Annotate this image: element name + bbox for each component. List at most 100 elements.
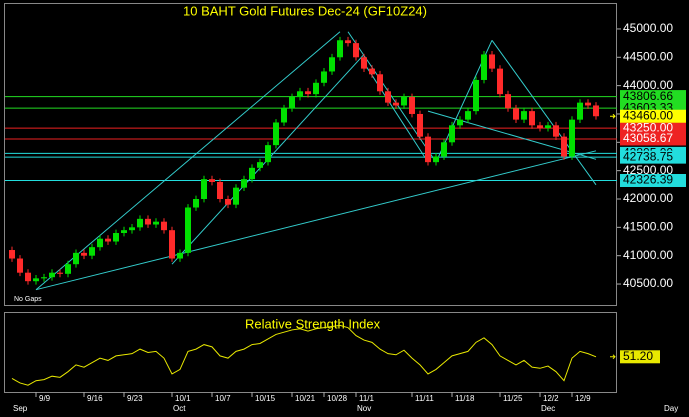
candle-body — [473, 79, 479, 112]
level-label-box — [620, 90, 686, 104]
month-label: Nov — [357, 404, 371, 413]
candle-body — [401, 96, 407, 106]
candle-body — [513, 108, 519, 120]
candle-body — [105, 238, 111, 242]
level-label: 42326.39 — [623, 173, 673, 187]
candle-body — [569, 119, 575, 157]
indicator-pane — [4, 312, 617, 393]
last-price-label: 43460.00 — [623, 108, 673, 122]
price-pane — [4, 3, 617, 306]
rsi-value-label: 51.20 — [623, 349, 653, 363]
candle-body — [561, 136, 567, 157]
level-label-box — [620, 121, 686, 135]
x-tick-label: 10/28 — [327, 394, 348, 403]
candle-body — [217, 181, 223, 199]
last-price-box — [620, 109, 686, 123]
candle-body — [273, 122, 279, 146]
candle-body — [321, 71, 327, 83]
candle-body — [593, 105, 599, 117]
level-label: 43806.66 — [623, 89, 673, 103]
candle-body — [281, 108, 287, 123]
candle-body — [97, 238, 103, 248]
level-label: 43250.00 — [623, 120, 673, 134]
y-tick-label: 44000.00 — [623, 78, 673, 92]
candle-body — [25, 272, 31, 282]
candle-body — [177, 252, 183, 259]
month-label: Sep — [13, 404, 28, 413]
candle-body — [449, 125, 455, 143]
candle-body — [409, 96, 415, 114]
candle-body — [481, 54, 487, 80]
x-tick-label: 11/1 — [359, 394, 375, 403]
candle-body — [537, 125, 543, 129]
x-tick-label: 10/7 — [215, 394, 231, 403]
candle-body — [289, 96, 295, 109]
candle-body — [393, 102, 399, 106]
candle-body — [49, 272, 55, 278]
candle-body — [433, 156, 439, 163]
last-price-arrow — [610, 113, 616, 119]
candle-body — [329, 57, 335, 72]
candle-body — [457, 119, 463, 126]
y-tick-label: 42000.00 — [623, 191, 673, 205]
candle-body — [257, 162, 263, 168]
level-label-box — [620, 173, 686, 187]
candle-body — [121, 230, 127, 234]
candle-body — [33, 278, 39, 282]
candle-body — [489, 54, 495, 69]
y-tick-label: 44500.00 — [623, 49, 673, 63]
candle-body — [361, 57, 367, 69]
rsi-label-box — [620, 350, 660, 364]
y-tick-label: 42500.00 — [623, 163, 673, 177]
candle-body — [337, 40, 343, 58]
trendline — [347, 31, 437, 163]
trendline — [491, 39, 597, 186]
candle-body — [201, 179, 207, 199]
candle-body — [305, 91, 311, 95]
candle-body — [9, 250, 15, 259]
level-label: 42738.75 — [623, 149, 673, 163]
candle-body — [17, 258, 23, 273]
candle-body — [193, 198, 199, 208]
x-tick-label: 10/15 — [255, 394, 276, 403]
candle-body — [529, 111, 535, 126]
candle-body — [161, 221, 167, 231]
y-tick-label: 45000.00 — [623, 21, 673, 35]
trendline — [427, 110, 597, 160]
y-tick-label: 41500.00 — [623, 220, 673, 234]
candle-body — [57, 272, 63, 274]
candle-body — [297, 91, 303, 97]
x-tick-label: 12/9 — [575, 394, 591, 403]
candle-body — [385, 91, 391, 103]
candle-body — [417, 113, 423, 137]
x-tick-label: 11/25 — [503, 394, 523, 403]
candle-body — [153, 221, 159, 225]
candle-body — [425, 136, 431, 163]
x-tick-label: 10/21 — [295, 394, 316, 403]
rsi-line — [11, 324, 597, 386]
candle-body — [377, 74, 383, 92]
candle-body — [265, 145, 271, 163]
y-tick-label: 40500.00 — [623, 276, 673, 290]
candle-body — [73, 252, 79, 265]
candle-body — [505, 94, 511, 109]
level-label-box — [620, 132, 686, 146]
candle-body — [145, 218, 151, 225]
candle-body — [113, 233, 119, 242]
candle-body — [313, 82, 319, 95]
x-tick-label: 10/1 — [175, 394, 191, 403]
candle-body — [89, 247, 95, 256]
level-label: 43058.67 — [623, 131, 673, 145]
candle-body — [137, 218, 143, 228]
candle-body — [241, 179, 247, 188]
trendline — [363, 62, 429, 163]
candle-body — [65, 264, 71, 274]
candle-body — [209, 179, 215, 182]
candle-body — [465, 111, 471, 120]
candle-body — [521, 111, 527, 120]
candle-body — [233, 187, 239, 205]
trendline — [35, 31, 341, 291]
month-label: Dec — [541, 404, 555, 413]
